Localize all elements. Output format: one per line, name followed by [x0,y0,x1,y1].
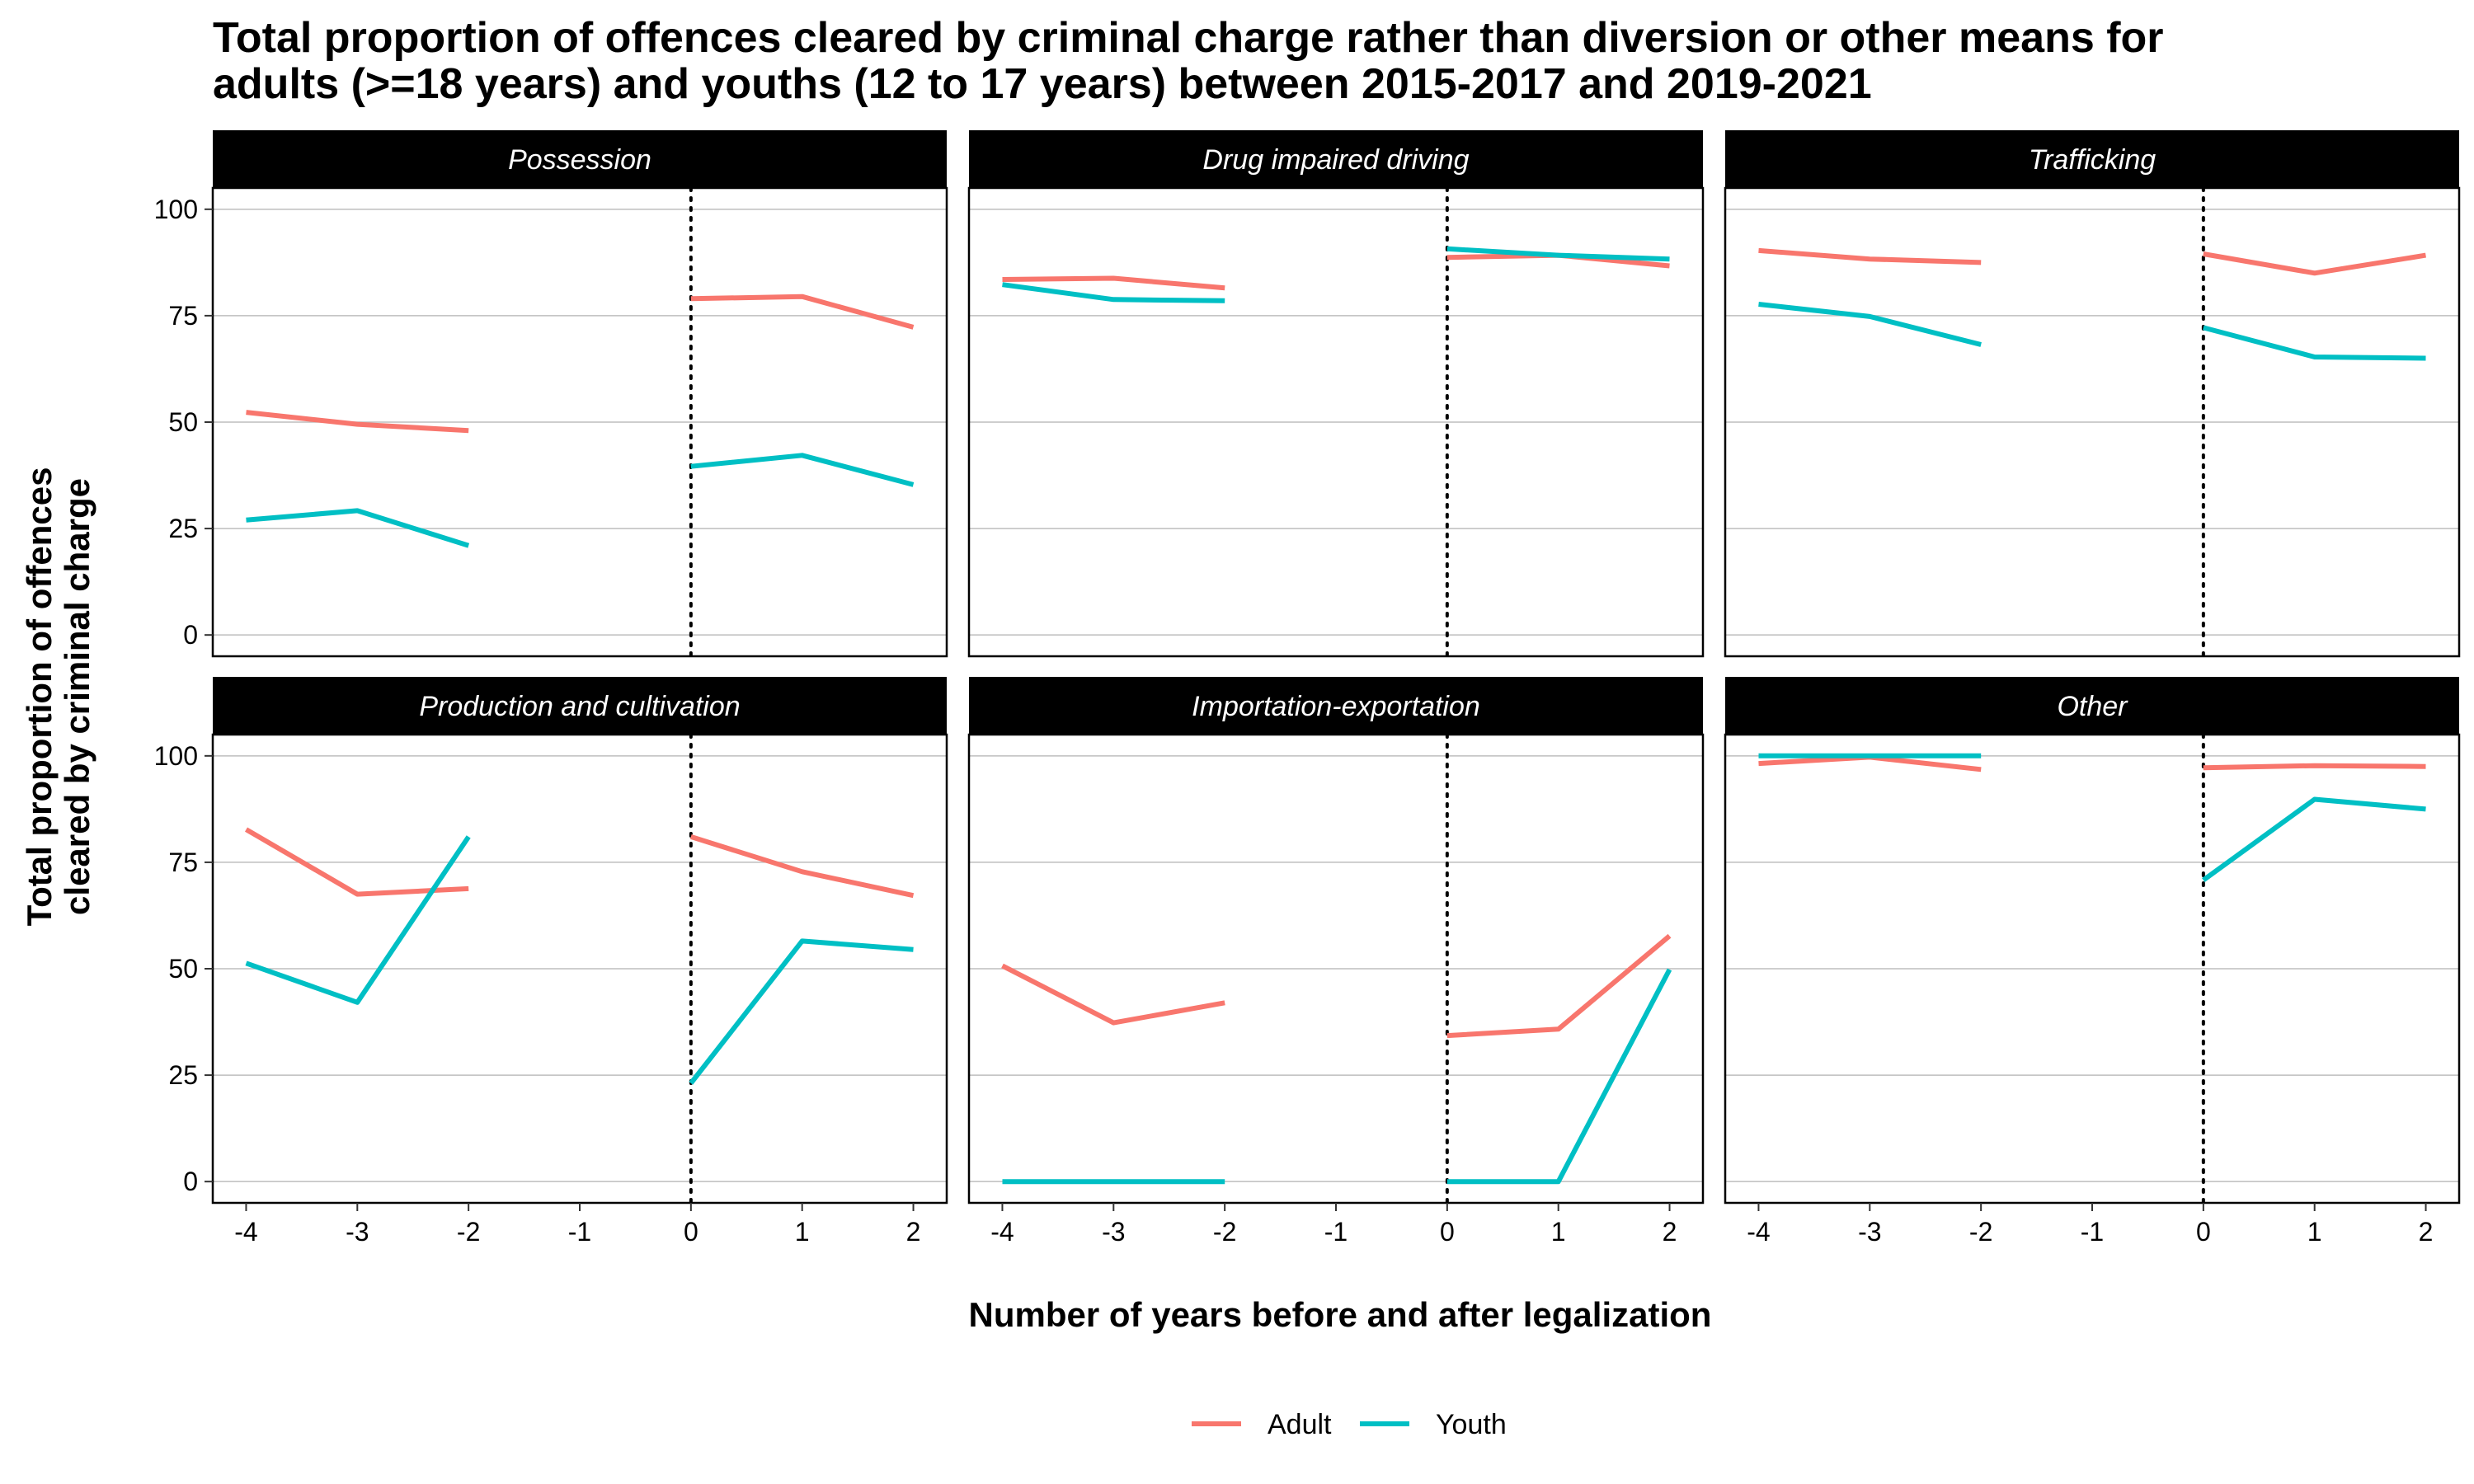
x-tick-label: -2 [1969,1217,1992,1247]
y-tick-label: 25 [168,514,198,543]
x-tick-label: 0 [1440,1217,1455,1247]
x-tick-label: -3 [346,1217,369,1247]
series-line-youth [690,453,915,487]
facet-label-drug-impaired-driving: Drug impaired driving [1202,144,1469,176]
x-tick-label: 2 [1663,1217,1677,1247]
series-line-youth [2203,325,2426,361]
facet-strip-trafficking [1725,130,2459,188]
series-line-adult [2203,251,2426,276]
x-axis-title: Number of years before and after legaliz… [969,1295,1712,1334]
x-tick-label: -3 [1102,1217,1125,1247]
x-tick-label: 0 [2196,1217,2211,1247]
x-tick-label: 1 [795,1217,810,1247]
chart-title-line-1: Total proportion of offences cleared by … [213,14,2164,62]
series-line-adult [1001,963,1225,1026]
x-tick-label: -4 [1747,1217,1770,1247]
panel-border [1724,186,2461,658]
x-tick-label: -2 [457,1217,480,1247]
y-tick-label: 75 [168,301,198,331]
series-line-adult [1002,275,1225,291]
x-tick-label: -1 [1324,1217,1348,1247]
x-tick-label: -3 [1858,1217,1881,1247]
series-line-adult [246,410,469,434]
x-tick-label: 0 [684,1217,698,1247]
series-line-youth [1446,968,1672,1185]
series-line-adult [1446,933,1672,1039]
y-axis-title-line: cleared by criminal charge [58,478,96,915]
y-tick-label: 50 [168,407,198,437]
facet-label-other: Other [2057,691,2128,722]
series-line-adult [690,294,915,330]
series-line-youth [1758,302,1982,347]
y-tick-label: 100 [154,195,198,224]
facet-strip-importation-exportation [969,677,1703,735]
legend-label-adult: Adult [1268,1409,1332,1440]
x-tick-label: 2 [2419,1217,2434,1247]
series-line-adult [1758,754,1982,773]
series-line-youth [1002,282,1225,303]
series-line-adult [1758,247,1982,265]
y-axis-title-line: Total proportion of offences [20,467,59,927]
y-axis-title: Total proportion of offencescleared by c… [20,467,96,927]
y-tick-label: 75 [168,848,198,877]
legend-label-youth: Youth [1436,1409,1507,1440]
series-line-adult [2203,763,2426,771]
facet-strip-production-and-cultivation [213,677,947,735]
facet-label-importation-exportation: Importation-exportation [1192,691,1480,722]
y-tick-label: 50 [168,954,198,984]
y-tick-label: 100 [154,741,198,771]
series-line-adult [689,834,915,899]
series-line-youth [2202,796,2426,883]
x-tick-label: -1 [2081,1217,2104,1247]
series-line-youth [1446,246,1670,262]
x-tick-label: 1 [2307,1217,2322,1247]
series-line-youth [245,835,471,1005]
facet-strip-possession [213,130,947,188]
facet-label-possession: Possession [508,144,651,176]
series-line-youth [689,938,914,1085]
x-tick-label: -2 [1213,1217,1236,1247]
x-tick-label: -1 [568,1217,591,1247]
x-tick-label: -4 [234,1217,257,1247]
x-tick-label: -4 [990,1217,1014,1247]
facet-label-trafficking: Trafficking [2029,144,2156,176]
facet-strip-other [1725,677,2459,735]
chart-title-line-2: adults (>=18 years) and youths (12 to 17… [213,60,1872,108]
series-line-youth [246,508,470,548]
facet-label-production-and-cultivation: Production and cultivation [419,691,740,722]
y-tick-label: 25 [168,1060,198,1090]
facet-strip-drug-impaired-driving [969,130,1703,188]
panel-border [967,186,1705,658]
x-tick-label: 2 [906,1217,921,1247]
y-tick-label: 0 [183,1167,198,1196]
x-tick-label: 1 [1551,1217,1566,1247]
y-tick-label: 0 [183,620,198,650]
